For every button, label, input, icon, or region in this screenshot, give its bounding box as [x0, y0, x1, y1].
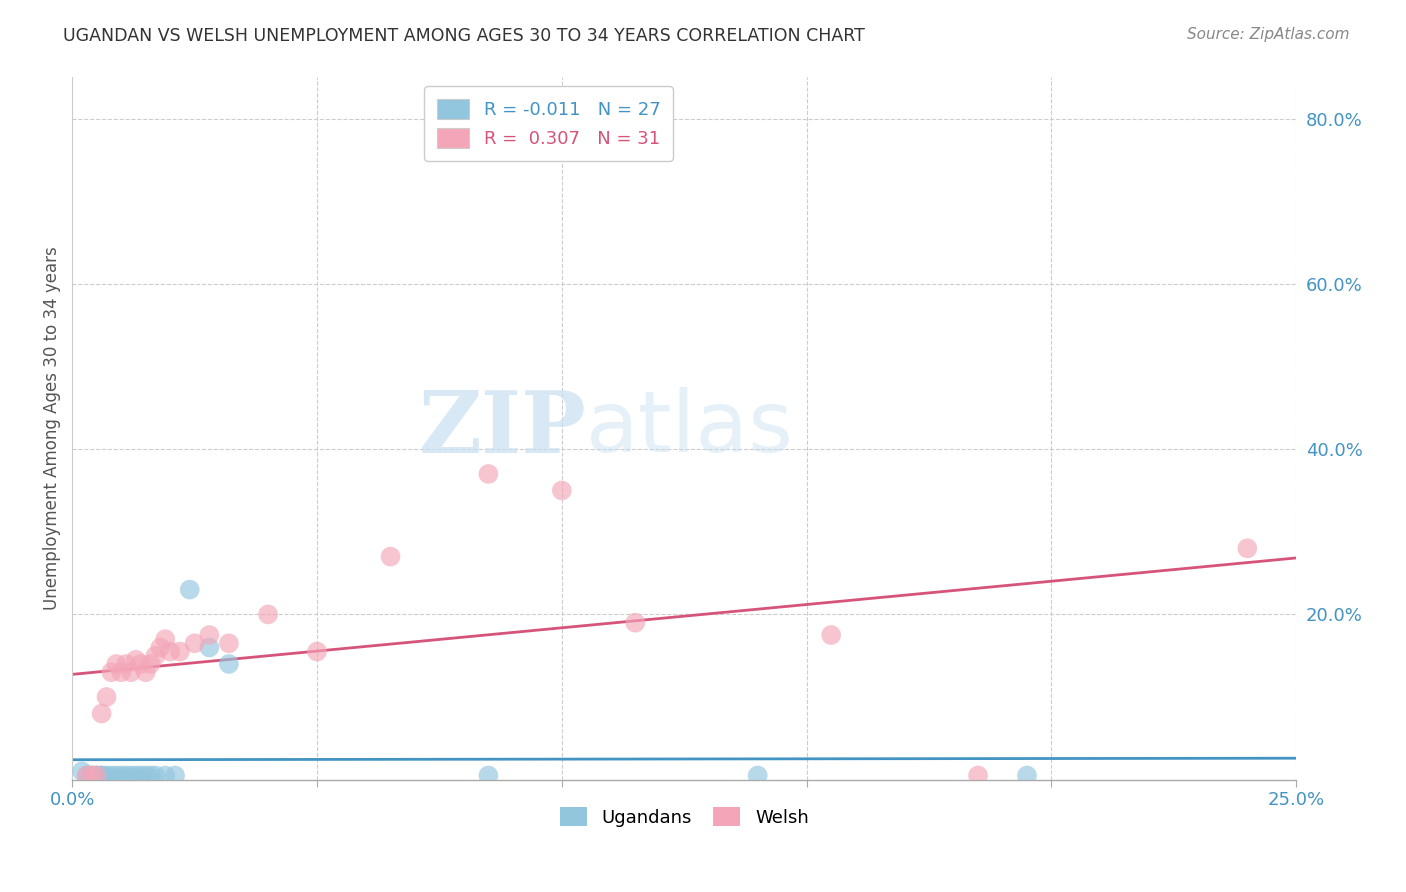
Point: [380, 549, 402, 564]
Point: [257, 607, 280, 622]
Point: [1236, 541, 1258, 556]
Point: [90, 768, 112, 782]
Point: [477, 768, 499, 782]
Point: [1015, 768, 1038, 782]
Point: [155, 632, 177, 647]
Point: [110, 665, 132, 680]
Point: [159, 644, 181, 658]
Point: [80, 768, 103, 782]
Point: [105, 657, 128, 671]
Point: [110, 768, 132, 782]
Point: [145, 768, 167, 782]
Point: [139, 768, 162, 782]
Point: [76, 768, 98, 782]
Point: [90, 768, 112, 782]
Point: [551, 483, 574, 498]
Point: [135, 768, 157, 782]
Point: [155, 768, 177, 782]
Point: [96, 690, 118, 704]
Point: [139, 657, 162, 671]
Point: [218, 657, 240, 671]
Point: [115, 657, 138, 671]
Point: [218, 636, 240, 650]
Point: [90, 706, 112, 721]
Point: [70, 764, 93, 779]
Point: [120, 665, 142, 680]
Point: [624, 615, 647, 630]
Text: UGANDAN VS WELSH UNEMPLOYMENT AMONG AGES 30 TO 34 YEARS CORRELATION CHART: UGANDAN VS WELSH UNEMPLOYMENT AMONG AGES…: [63, 27, 865, 45]
Point: [120, 768, 142, 782]
Point: [149, 640, 172, 655]
Point: [76, 768, 98, 782]
Point: [135, 665, 157, 680]
Text: ZIP: ZIP: [419, 386, 586, 470]
Point: [115, 768, 138, 782]
Point: [129, 657, 152, 671]
Point: [100, 665, 122, 680]
Text: Source: ZipAtlas.com: Source: ZipAtlas.com: [1187, 27, 1350, 42]
Point: [165, 768, 187, 782]
Point: [96, 768, 118, 782]
Point: [100, 768, 122, 782]
Point: [179, 582, 201, 597]
Text: atlas: atlas: [586, 387, 794, 470]
Point: [747, 768, 769, 782]
Point: [125, 768, 148, 782]
Point: [80, 768, 103, 782]
Point: [86, 768, 108, 782]
Point: [820, 628, 842, 642]
Point: [183, 636, 205, 650]
Point: [967, 768, 990, 782]
Point: [86, 768, 108, 782]
Point: [145, 648, 167, 663]
Point: [80, 768, 103, 782]
Legend: Ugandans, Welsh: Ugandans, Welsh: [553, 799, 815, 834]
Point: [125, 653, 148, 667]
Point: [305, 644, 328, 658]
Y-axis label: Unemployment Among Ages 30 to 34 years: Unemployment Among Ages 30 to 34 years: [44, 247, 60, 610]
Point: [86, 768, 108, 782]
Point: [169, 644, 191, 658]
Point: [105, 768, 128, 782]
Point: [198, 640, 221, 655]
Point: [198, 628, 221, 642]
Point: [477, 467, 499, 481]
Point: [129, 768, 152, 782]
